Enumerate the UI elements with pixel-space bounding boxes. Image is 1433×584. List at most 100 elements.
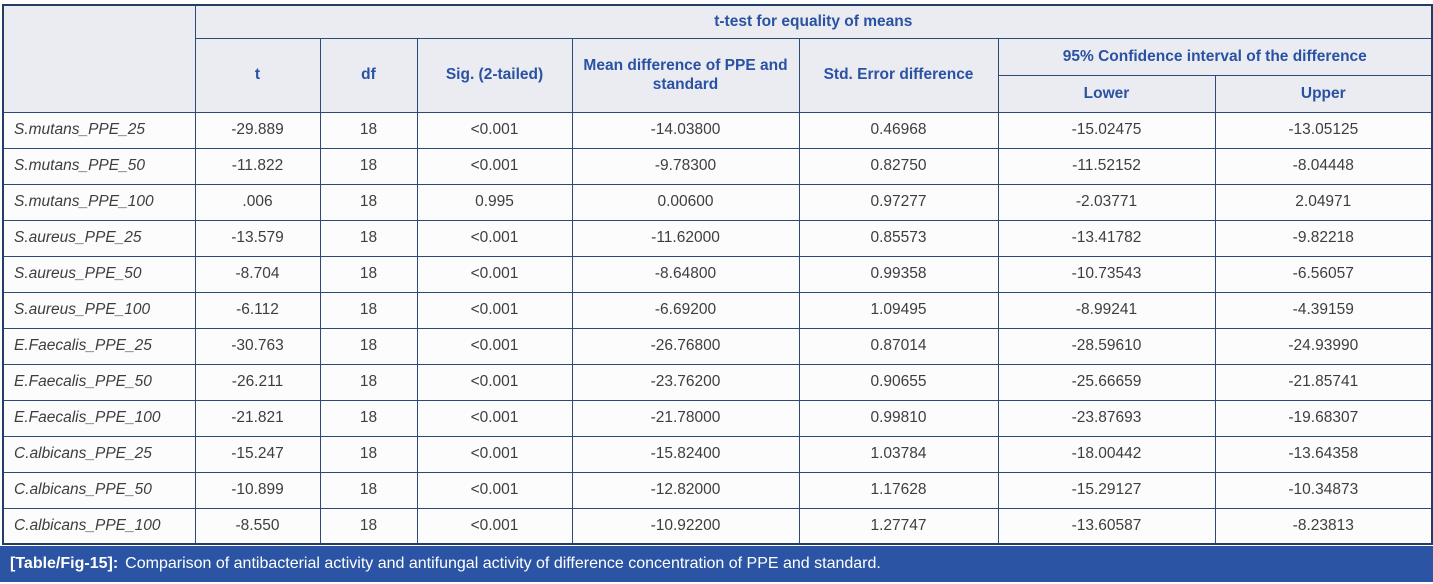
data-cell: <0.001	[416, 435, 573, 473]
data-cell: -13.60587	[997, 507, 1216, 545]
data-cell: 0.85573	[798, 219, 999, 257]
data-cell: -8.99241	[997, 291, 1216, 329]
data-cell: -14.03800	[571, 111, 800, 149]
data-cell: -11.822	[194, 147, 321, 185]
data-cell: 1.17628	[798, 471, 999, 509]
table-body: S.mutans_PPE_25 -29.889 18 <0.001 -14.03800 0…	[2, 111, 1433, 545]
data-cell: 18	[319, 111, 418, 149]
data-cell: -26.76800	[571, 327, 800, 365]
data-cell: 0.90655	[798, 363, 999, 401]
row-label: C.albicans_PPE_50	[2, 471, 196, 509]
data-cell: 18	[319, 435, 418, 473]
data-cell: .006	[194, 183, 321, 221]
data-cell: 18	[319, 327, 418, 365]
data-cell: -15.02475	[997, 111, 1216, 149]
data-cell: <0.001	[416, 327, 573, 365]
data-cell: 0.00600	[571, 183, 800, 221]
data-cell: 18	[319, 255, 418, 293]
data-cell: <0.001	[416, 147, 573, 185]
data-cell: -6.56057	[1214, 255, 1433, 293]
column-header-df: df	[319, 37, 418, 113]
data-cell: -23.87693	[997, 399, 1216, 437]
data-cell: 0.46968	[798, 111, 999, 149]
data-cell: 0.82750	[798, 147, 999, 185]
data-cell: -10.34873	[1214, 471, 1433, 509]
data-cell: 0.995	[416, 183, 573, 221]
data-cell: 18	[319, 507, 418, 545]
data-cell: -8.704	[194, 255, 321, 293]
data-cell: -11.62000	[571, 219, 800, 257]
data-cell: -24.93990	[1214, 327, 1433, 365]
row-label: E.Faecalis_PPE_100	[2, 399, 196, 437]
table-row: S.mutans_PPE_100.006 18 0.995 0.00600 0.9727…	[2, 183, 1433, 221]
data-cell: 18	[319, 291, 418, 329]
column-header-t: t	[194, 37, 321, 113]
table-header: t-test for equality of means t df Sig. (…	[2, 4, 1433, 113]
row-label: C.albicans_PPE_100	[2, 507, 196, 545]
data-cell: 1.03784	[798, 435, 999, 473]
data-cell: -6.69200	[571, 291, 800, 329]
data-cell: -10.73543	[997, 255, 1216, 293]
data-cell: -26.211	[194, 363, 321, 401]
caption-text: Comparison of antibacterial activity and…	[125, 555, 881, 572]
data-cell: -28.59610	[997, 327, 1216, 365]
data-cell: 2.04971	[1214, 183, 1433, 221]
data-cell: 18	[319, 363, 418, 401]
data-cell: -15.82400	[571, 435, 800, 473]
data-cell: 18	[319, 183, 418, 221]
data-cell: -8.64800	[571, 255, 800, 293]
row-label: E.Faecalis_PPE_50	[2, 363, 196, 401]
ttest-results-table: t-test for equality of means t df Sig. (…	[2, 4, 1433, 545]
data-cell: -6.112	[194, 291, 321, 329]
data-cell: -4.39159	[1214, 291, 1433, 329]
data-cell: <0.001	[416, 219, 573, 257]
table-row: S.aureus_PPE_25 -13.579 18 <0.001 -11.62000 0…	[2, 219, 1433, 257]
data-cell: <0.001	[416, 471, 573, 509]
data-cell: 18	[319, 399, 418, 437]
table-row: S.mutans_PPE_50 -11.822 18 <0.001 -9.78300 0.…	[2, 147, 1433, 185]
data-cell: 18	[319, 147, 418, 185]
row-label: S.aureus_PPE_50	[2, 255, 196, 293]
data-cell: -21.821	[194, 399, 321, 437]
data-cell: 0.97277	[798, 183, 999, 221]
data-cell: -10.899	[194, 471, 321, 509]
data-cell: -30.763	[194, 327, 321, 365]
row-label: S.mutans_PPE_100	[2, 183, 196, 221]
table-row: S.aureus_PPE_100 -6.112 18 <0.001 -6.69200 1.…	[2, 291, 1433, 329]
data-cell: -8.04448	[1214, 147, 1433, 185]
data-cell: <0.001	[416, 507, 573, 545]
data-cell: -12.82000	[571, 471, 800, 509]
data-cell: <0.001	[416, 255, 573, 293]
data-cell: -13.579	[194, 219, 321, 257]
table-row: E.Faecalis_PPE_25 -30.763 18 <0.001 -26.7680…	[2, 327, 1433, 365]
corner-cell	[2, 4, 196, 113]
data-cell: -29.889	[194, 111, 321, 149]
column-header-mean-difference: Mean difference of PPE and standard	[571, 37, 800, 113]
caption-tag: [Table/Fig-15]:	[10, 555, 119, 572]
row-label: S.mutans_PPE_25	[2, 111, 196, 149]
data-cell: -25.66659	[997, 363, 1216, 401]
column-header-std-error: Std. Error difference	[798, 37, 999, 113]
table-row: C.albicans_PPE_50 -10.899 18 <0.001 -12.8200…	[2, 471, 1433, 509]
group-header-confidence-interval: 95% Confidence interval of the differenc…	[997, 37, 1433, 76]
data-cell: -19.68307	[1214, 399, 1433, 437]
table-row: C.albicans_PPE_25 -15.247 18 <0.001 -15.8240…	[2, 435, 1433, 473]
group-header-ttest: t-test for equality of means	[194, 4, 1433, 39]
data-cell: 0.99358	[798, 255, 999, 293]
data-cell: -10.92200	[571, 507, 800, 545]
data-cell: <0.001	[416, 291, 573, 329]
table-row: S.aureus_PPE_50 -8.704 18 <0.001 -8.64800 0.9…	[2, 255, 1433, 293]
data-cell: -21.85741	[1214, 363, 1433, 401]
data-cell: -13.41782	[997, 219, 1216, 257]
column-header-upper: Upper	[1214, 74, 1433, 113]
data-cell: -8.23813	[1214, 507, 1433, 545]
table-row: C.albicans_PPE_100 -8.550 18 <0.001 -10.9220…	[2, 507, 1433, 545]
data-cell: <0.001	[416, 363, 573, 401]
data-cell: -15.29127	[997, 471, 1216, 509]
data-cell: 0.87014	[798, 327, 999, 365]
data-cell: <0.001	[416, 111, 573, 149]
figure-caption-bar: [Table/Fig-15]: Comparison of antibacter…	[0, 546, 1433, 582]
data-cell: -2.03771	[997, 183, 1216, 221]
data-cell: -23.76200	[571, 363, 800, 401]
